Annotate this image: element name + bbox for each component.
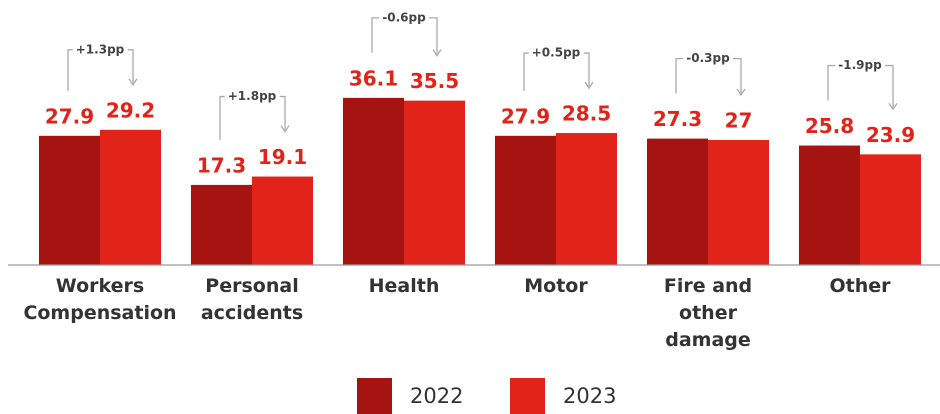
bar — [860, 154, 921, 265]
x-tick-label: Motor — [524, 275, 588, 297]
value-label: 27.9 — [501, 104, 550, 128]
value-label: 36.1 — [349, 66, 398, 90]
x-tick-label: Health — [369, 275, 440, 297]
value-label: 27.3 — [653, 107, 702, 131]
annotation: +1.8pp — [228, 89, 277, 103]
value-label: 25.8 — [805, 114, 854, 138]
annotation-bg — [528, 45, 584, 60]
annotation-bg — [835, 58, 886, 73]
value-label: 35.5 — [410, 69, 459, 93]
annotation: +0.5pp — [532, 46, 581, 60]
arrow-head — [128, 78, 138, 86]
legend-swatch — [357, 378, 392, 414]
value-label: 23.9 — [866, 123, 915, 147]
bar — [100, 129, 161, 265]
annotation: -1.9pp — [838, 58, 882, 72]
annotation: -0.3pp — [686, 51, 730, 65]
bar — [799, 145, 860, 265]
value-label: 27.9 — [45, 104, 94, 128]
value-label: 17.3 — [197, 153, 246, 177]
bar — [708, 139, 769, 265]
bar — [404, 100, 465, 265]
x-tick-label: Personal accidents — [201, 275, 303, 324]
arrow-head — [888, 102, 898, 111]
annotation-bg — [683, 51, 734, 66]
bar — [343, 97, 404, 266]
bar — [556, 133, 617, 265]
bar — [39, 135, 100, 265]
x-tick-label: Fire and other damage — [664, 275, 752, 351]
arrow-head — [584, 81, 594, 90]
x-tick-label: Workers Compensation — [23, 275, 176, 324]
legend-swatch — [510, 378, 545, 414]
legend-label: 2022 — [410, 384, 463, 408]
arrow-head — [280, 125, 290, 133]
annotation: +1.3pp — [76, 42, 125, 56]
arrow-head — [432, 49, 442, 57]
value-label: 27 — [725, 108, 753, 132]
annotation-bg — [379, 10, 430, 25]
bar — [252, 176, 313, 265]
value-label: 19.1 — [258, 145, 307, 169]
bar — [647, 138, 708, 265]
x-tick-label: Other — [829, 275, 891, 297]
annotation: -0.6pp — [382, 10, 426, 24]
annotation-bg — [72, 42, 128, 57]
value-label: 28.5 — [562, 102, 611, 126]
value-label: 29.2 — [106, 98, 155, 122]
bar — [191, 184, 252, 265]
bar — [495, 135, 556, 265]
arrow-head — [736, 88, 746, 97]
annotation-bg — [224, 89, 280, 104]
legend-label: 2023 — [563, 384, 616, 408]
